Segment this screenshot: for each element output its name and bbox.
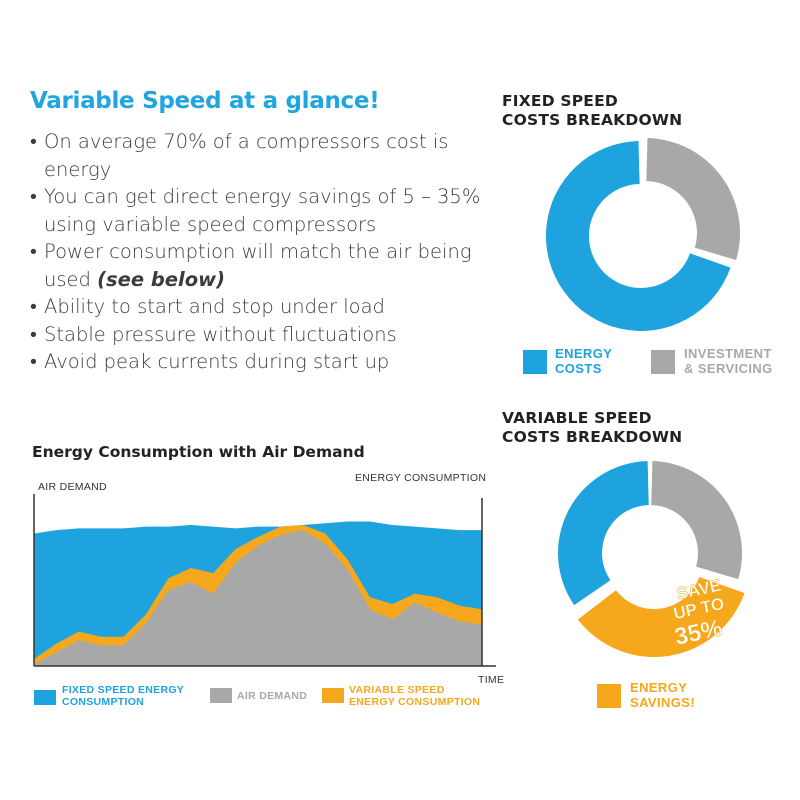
legend-swatch-air-demand — [210, 688, 232, 703]
bullet-item: Ability to start and stop under load — [30, 293, 500, 321]
legend-label-energy-savings: ENERGY SAVINGS! — [630, 680, 695, 710]
area-air-demand — [34, 530, 482, 666]
fixed-pie-title-line: COSTS BREAKDOWN — [502, 111, 683, 129]
legend-swatch-energy-costs — [523, 350, 547, 374]
bullet-item: On average 70% of a compressors cost is … — [30, 128, 500, 183]
pie-slice-energy-savings — [577, 577, 745, 657]
variable-pie-title-line: COSTS BREAKDOWN — [502, 428, 683, 446]
legend-label-investment-servicing: INVESTMENT & SERVICING — [684, 346, 773, 376]
legend-swatch-energy-savings — [597, 684, 621, 708]
legend-label-line: INVESTMENT — [684, 346, 772, 361]
legend-label-energy-costs: ENERGY COSTS — [555, 346, 612, 376]
variable-pie-title-line: VARIABLE SPEED — [502, 409, 652, 427]
legend-swatch-variable-speed — [322, 688, 344, 703]
x-axis-label: TIME — [478, 674, 505, 686]
legend-label-air-demand: AIR DEMAND — [237, 690, 308, 702]
pie-slice-investment-servicing — [646, 138, 740, 260]
pie-slice-energy-costs — [545, 140, 731, 331]
legend-swatch-investment-servicing — [651, 350, 675, 374]
pie-slice-investment-servicing — [651, 461, 742, 580]
legend-label-line: ENERGY — [555, 346, 613, 361]
bullet-list: On average 70% of a compressors cost is … — [30, 128, 500, 376]
variable-pie-title: VARIABLE SPEED COSTS BREAKDOWN — [502, 409, 682, 447]
y-axis-label: AIR DEMAND — [38, 481, 107, 493]
headline: Variable Speed at a glance! — [30, 88, 380, 114]
bullet-item: Stable pressure without fluctuations — [30, 321, 500, 349]
legend-label-line: SAVINGS! — [630, 695, 696, 710]
bullet-item: Power consumption will match the air bei… — [30, 238, 500, 293]
secondary-axis-label: ENERGY CONSUMPTION — [355, 472, 487, 484]
legend-label-fixed-speed: FIXED SPEED ENERGY CONSUMPTION — [62, 684, 184, 708]
legend-swatch-fixed-speed — [34, 690, 56, 705]
bullet-item: Avoid peak currents during start up — [30, 348, 500, 376]
area-chart-title: Energy Consumption with Air Demand — [32, 443, 365, 461]
fixed-pie-title-line: FIXED SPEED — [502, 92, 618, 110]
legend-label-line: COSTS — [555, 361, 602, 376]
pie-slice-energy — [558, 461, 649, 606]
fixed-pie-title: FIXED SPEED COSTS BREAKDOWN — [502, 92, 682, 130]
energy-area-chart — [33, 494, 496, 667]
legend-label-line: & SERVICING — [684, 361, 773, 376]
fixed-speed-donut-chart — [545, 138, 740, 331]
legend-label-line: ENERGY — [630, 680, 688, 695]
legend-label-variable-speed: VARIABLE SPEED ENERGY CONSUMPTION — [349, 684, 481, 708]
bullet-item: You can get direct energy savings of 5 –… — [30, 183, 500, 238]
